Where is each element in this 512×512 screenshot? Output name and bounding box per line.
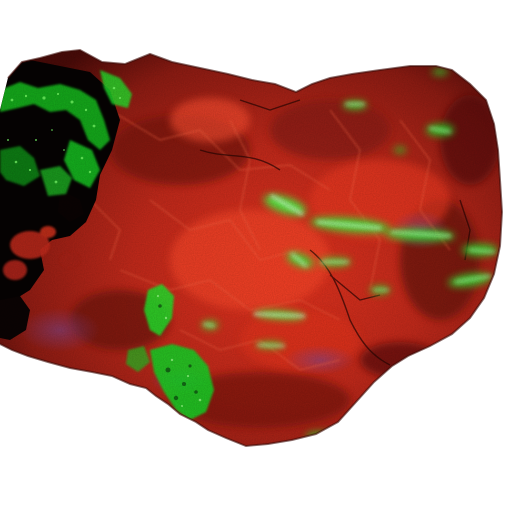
rock-edge xyxy=(0,48,504,448)
